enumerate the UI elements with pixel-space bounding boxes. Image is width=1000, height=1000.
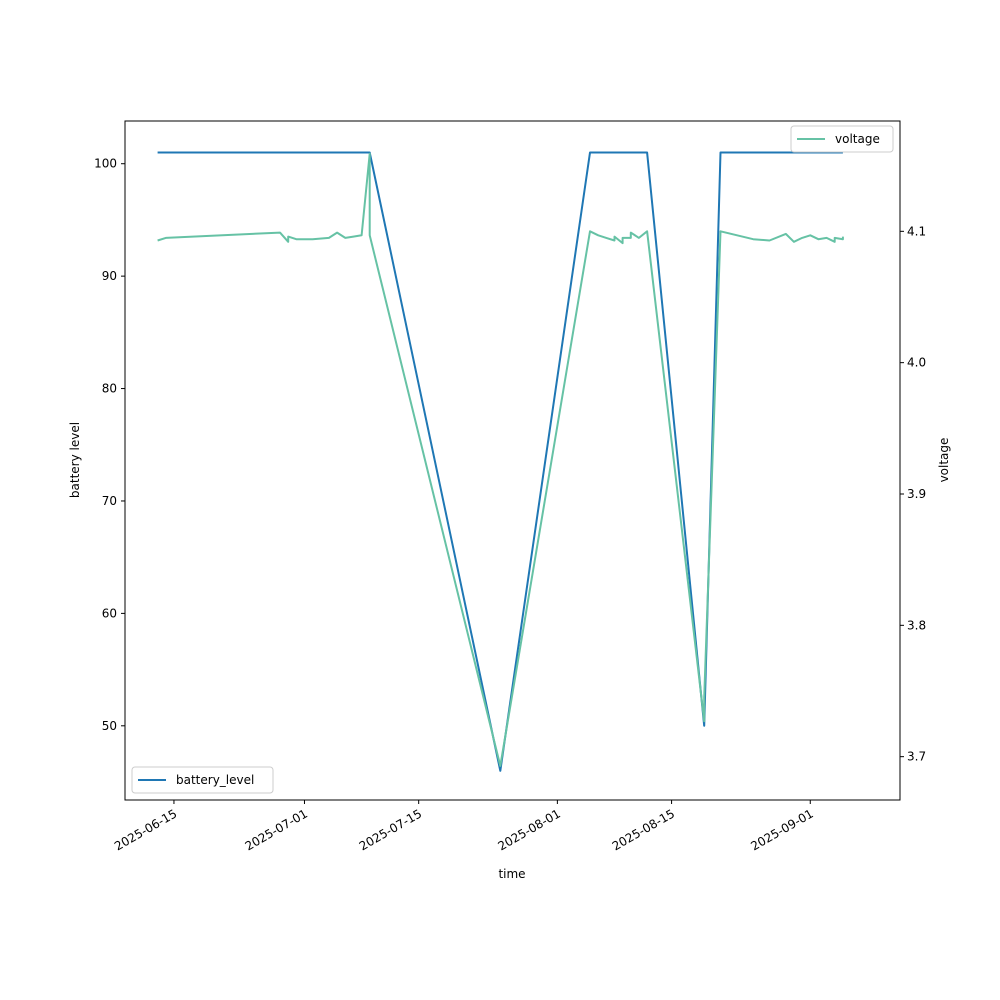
left-y-tick-label: 90 — [102, 269, 117, 283]
left-y-tick-label: 50 — [102, 719, 117, 733]
left-y-tick-label: 70 — [102, 494, 117, 508]
right-y-tick-label: 3.7 — [907, 750, 926, 764]
series-line-battery-level — [157, 151, 843, 772]
legend-label: voltage — [835, 132, 880, 146]
right-y-tick-label: 3.9 — [907, 487, 926, 501]
x-axis-label: time — [498, 867, 525, 881]
left-y-tick-label: 80 — [102, 382, 117, 396]
left-y-axis-label: battery level — [68, 422, 82, 498]
plot-frame — [124, 120, 901, 801]
left-y-tick-label: 100 — [94, 157, 117, 171]
left-y-axis-ticks: 50 60 70 80 90 100 — [94, 157, 125, 733]
legend-battery-level: battery_level — [131, 766, 274, 794]
series-line-voltage — [157, 152, 844, 767]
legend-box — [790, 125, 894, 153]
legend-box — [131, 766, 274, 794]
right-y-tick-label: 3.8 — [907, 618, 926, 632]
right-y-axis-label: voltage — [937, 438, 951, 483]
legend-label: battery_level — [176, 773, 254, 787]
legend-voltage: voltage — [790, 125, 894, 153]
left-y-tick-label: 60 — [102, 606, 117, 620]
right-y-axis-ticks: 3.7 3.8 3.9 4.0 4.1 — [900, 224, 926, 764]
series-lines — [157, 151, 844, 772]
right-y-tick-label: 4.0 — [907, 356, 926, 370]
right-y-tick-label: 4.1 — [907, 224, 926, 238]
